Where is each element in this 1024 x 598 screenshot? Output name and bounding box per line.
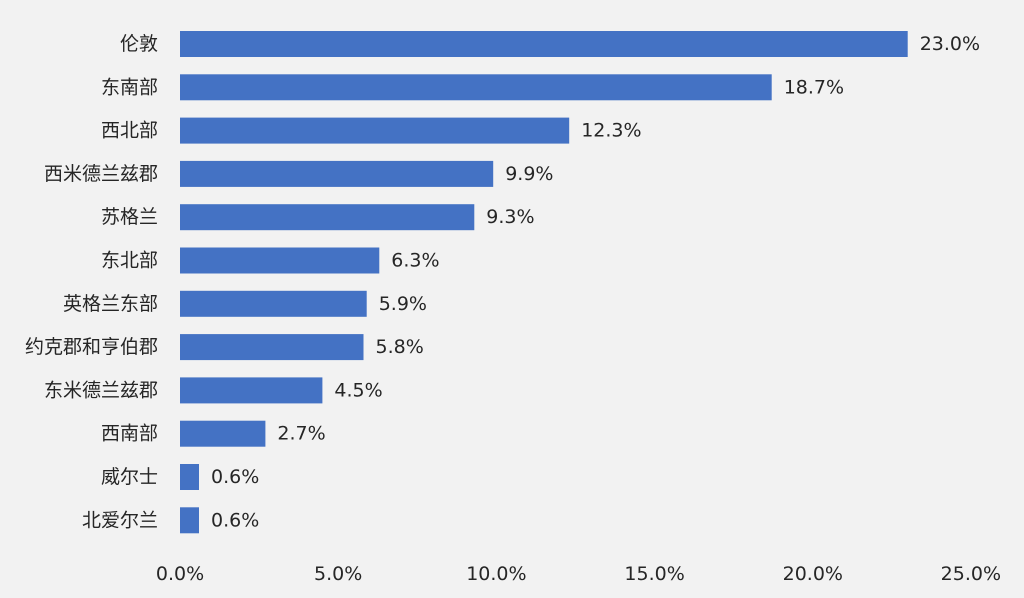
category-label: 西北部 (101, 120, 158, 142)
value-label: 2.7% (277, 423, 325, 445)
category-label: 东南部 (101, 76, 158, 98)
category-label: 东米德兰兹郡 (44, 379, 158, 401)
x-axis-tick-label: 20.0% (783, 563, 843, 585)
value-label: 5.8% (376, 336, 424, 358)
value-label: 23.0% (920, 33, 980, 55)
value-labels-group: 23.0% 18.7% 12.3% 9.9% 9.3% 6.3% 5.9% 5.8% 4.5% 2… (211, 33, 980, 531)
category-label: 苏格兰 (101, 206, 158, 228)
bars-group (180, 31, 908, 534)
value-label: 6.3% (391, 250, 439, 272)
value-label: 4.5% (334, 379, 382, 401)
value-label: 5.9% (379, 293, 427, 315)
value-label: 0.6% (211, 509, 259, 531)
bar (180, 290, 367, 317)
x-axis-tick-label: 25.0% (941, 563, 1001, 585)
x-axis-tick-label: 5.0% (314, 563, 362, 585)
x-axis-tick-label: 10.0% (466, 563, 526, 585)
value-label: 12.3% (581, 120, 641, 142)
bar (180, 204, 475, 231)
x-axis-tick-label: 15.0% (624, 563, 684, 585)
bar (180, 377, 323, 404)
category-label: 西米德兰兹郡 (44, 163, 158, 185)
bar (180, 464, 199, 490)
category-label: 伦敦 (120, 33, 158, 55)
value-label: 9.9% (505, 163, 553, 185)
bar (180, 334, 364, 361)
category-label: 英格兰东部 (63, 293, 158, 315)
category-labels-group: 伦敦东南部西北部西米德兰兹郡苏格兰东北部英格兰东部约克郡和亨伯郡东米德兰兹郡西南… (25, 33, 158, 531)
bar (180, 160, 494, 187)
x-axis-tick-labels-group: 0.0% 5.0% 10.0% 15.0% 20.0% 25.0% (156, 563, 1001, 585)
category-label: 约克郡和亨伯郡 (25, 336, 158, 358)
bar (180, 420, 266, 447)
value-label: 9.3% (486, 206, 534, 228)
bar (180, 247, 380, 274)
bar (180, 507, 199, 534)
category-label: 威尔士 (101, 466, 158, 488)
category-label: 北爱尔兰 (82, 509, 158, 531)
x-axis-tick-label: 0.0% (156, 563, 204, 585)
value-label: 18.7% (784, 76, 844, 98)
category-label: 西南部 (101, 423, 158, 445)
bar (180, 74, 772, 101)
value-label: 0.6% (211, 466, 259, 488)
category-label: 东北部 (101, 250, 158, 272)
bar (180, 117, 570, 144)
bar (180, 31, 908, 57)
